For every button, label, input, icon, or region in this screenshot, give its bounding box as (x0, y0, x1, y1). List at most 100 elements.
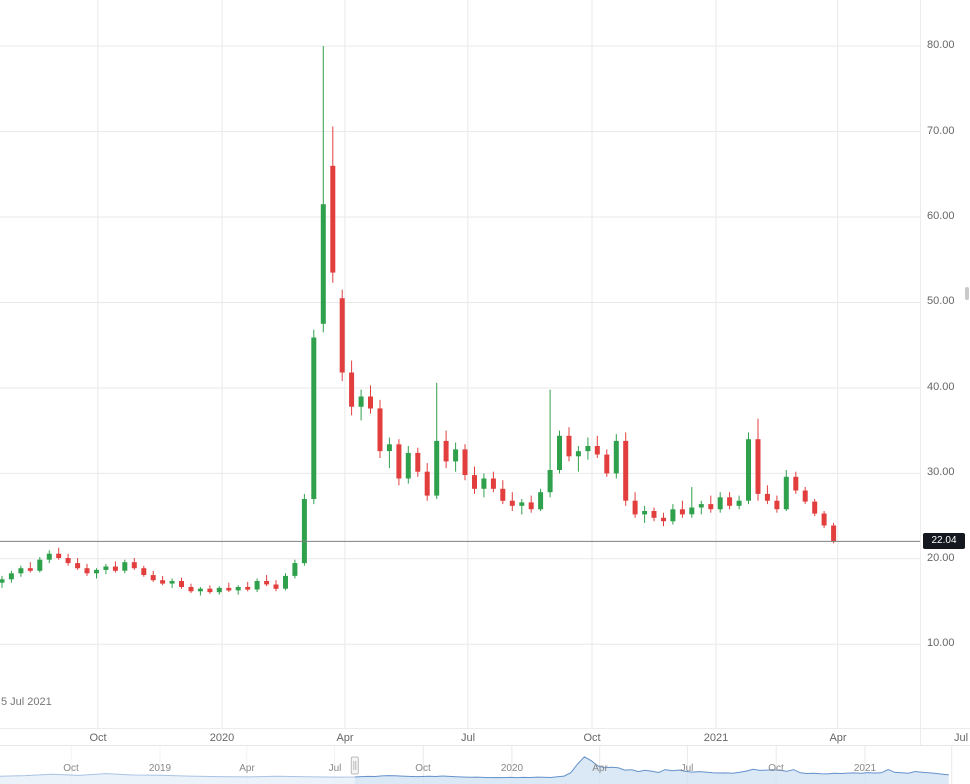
candle-body (481, 478, 487, 489)
candle (94, 568, 99, 579)
candle-body (197, 588, 203, 592)
candle (434, 382, 440, 499)
last-price-badge: 22.04 (923, 533, 965, 549)
candle (320, 46, 326, 333)
candle (103, 563, 109, 575)
candle-body (94, 569, 99, 574)
x-axis-label: Jul (460, 732, 476, 744)
candle-body (122, 562, 128, 571)
navigator-axis-label: 2019 (148, 763, 172, 774)
candle-body (301, 499, 307, 564)
candle (301, 493, 307, 566)
candle-body (604, 454, 610, 474)
candle-body (538, 492, 544, 510)
candle-body (396, 444, 402, 479)
y-axis-label: 20.00 (927, 552, 955, 564)
candle (216, 586, 222, 595)
candle-body (802, 490, 808, 502)
candle (481, 473, 487, 498)
candle-body (188, 587, 194, 592)
candle (585, 437, 591, 460)
range-navigator[interactable]: Oct 2019 Apr Jul Oct 2020 Apr Jul Oct 2021 (0, 745, 970, 784)
candle (131, 558, 137, 570)
candle (575, 446, 581, 472)
candle-body (708, 504, 714, 510)
candle-body (27, 568, 33, 571)
candle (283, 573, 288, 591)
candle-body (386, 444, 392, 452)
navigator-axis-label: Apr (239, 763, 255, 774)
candle (509, 492, 515, 511)
navigator-axis-label: 2021 (853, 763, 877, 774)
candle (150, 570, 156, 582)
x-axis-label: Oct (89, 732, 107, 744)
candle-body (679, 509, 685, 515)
candle (557, 430, 562, 474)
y-axis-label: 80.00 (927, 39, 955, 51)
candle-body (358, 396, 364, 407)
candle (358, 389, 364, 421)
candle-body (519, 502, 525, 506)
candle (368, 385, 373, 414)
candle (661, 512, 666, 527)
candle (472, 466, 477, 494)
candle-body (500, 488, 506, 501)
navigator-handle[interactable] (350, 756, 359, 775)
candle-body (642, 511, 648, 515)
candle-body (0, 579, 5, 583)
candle-body (736, 500, 742, 506)
candle (462, 444, 468, 481)
navigator-axis-label: Apr (592, 763, 608, 774)
candle-body (585, 446, 591, 452)
scrollbar-thumb[interactable] (965, 287, 969, 300)
candle-body (283, 575, 288, 589)
candle-body (65, 558, 71, 564)
candle (831, 522, 837, 544)
candle-body (226, 587, 232, 591)
candle-body (793, 476, 799, 491)
candle-body (405, 452, 411, 479)
candle-body (245, 587, 251, 590)
candle (169, 578, 175, 588)
candle-body (528, 502, 534, 510)
candle-body (727, 497, 733, 506)
candle-body (755, 439, 761, 494)
candle (812, 499, 818, 517)
x-axis-label: 2020 (209, 732, 235, 744)
candle (75, 558, 81, 570)
candle (405, 446, 411, 484)
candle (689, 487, 695, 518)
candle-body (169, 581, 175, 584)
candle-body (320, 204, 326, 324)
candle-body (472, 475, 477, 489)
candle-body (103, 566, 109, 570)
candle-body (717, 497, 723, 510)
candle-body (566, 435, 572, 457)
candle (396, 439, 402, 486)
candle-body (141, 568, 147, 575)
y-axis-label: 50.00 (927, 295, 955, 307)
candle-body (651, 511, 657, 518)
candle (56, 547, 62, 560)
navigator-line (0, 756, 949, 779)
y-axis-label: 10.00 (927, 637, 955, 649)
candle (207, 585, 213, 594)
candle-body (216, 587, 222, 593)
candle-body (689, 507, 695, 515)
candle (651, 507, 657, 522)
time-axis: Oct 2020 Apr Jul Oct 2021 Apr Jul (0, 728, 970, 746)
candlestick-plot[interactable] (0, 0, 920, 728)
navigator-axis-label: Jul (680, 763, 694, 774)
candle (500, 480, 506, 505)
candle-body (698, 504, 704, 508)
candle-body (311, 337, 317, 499)
candle-body (661, 517, 666, 522)
candle (727, 492, 733, 510)
candle (339, 289, 345, 382)
candle-body (18, 568, 24, 574)
candle-body (670, 509, 676, 522)
candle-body (207, 588, 213, 593)
x-axis-label: Oct (583, 732, 601, 744)
candle (566, 427, 572, 462)
candle-body (509, 500, 515, 506)
